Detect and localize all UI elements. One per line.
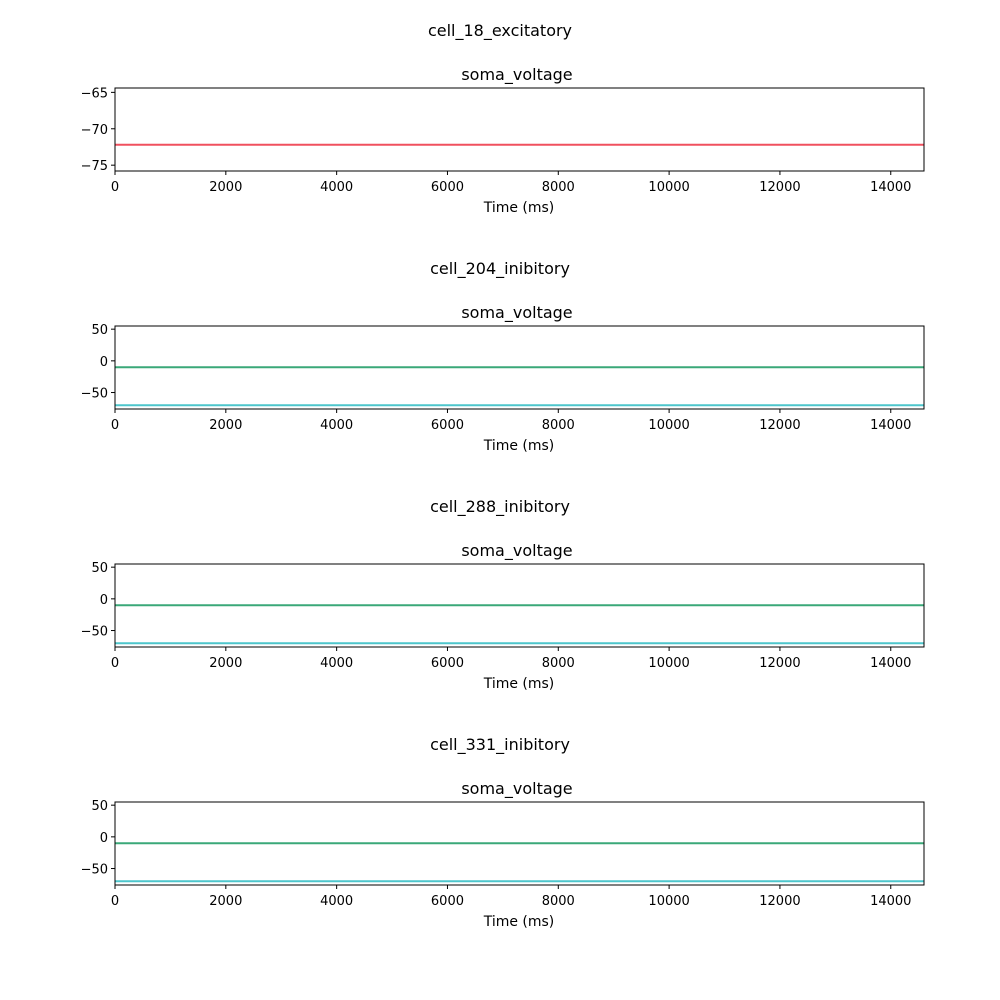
x-tick-label: 2000 (209, 894, 242, 909)
x-tick-label: 4000 (320, 656, 353, 671)
x-tick-label: 8000 (542, 418, 575, 433)
x-tick-label: 14000 (870, 180, 911, 195)
y-tick-label: −70 (81, 123, 108, 138)
y-tick-label: 0 (100, 831, 108, 846)
axes-frame (114, 801, 925, 886)
chart-title: soma_voltage (461, 65, 572, 85)
y-tick-label: 0 (100, 355, 108, 370)
y-tick-label: 50 (91, 561, 108, 576)
x-tick-label: 6000 (431, 418, 464, 433)
x-tick-label: 8000 (542, 656, 575, 671)
x-axis-label: Time (ms) (483, 676, 555, 692)
x-tick-label: 10000 (648, 656, 689, 671)
y-tick-label: 0 (100, 593, 108, 608)
x-tick-label: 0 (111, 656, 119, 671)
x-tick-label: 10000 (648, 180, 689, 195)
chart-title: soma_voltage (461, 303, 572, 323)
chart-suptitle: cell_331_inibitory (430, 735, 570, 755)
y-tick-label: 50 (91, 323, 108, 338)
y-tick-label: −65 (81, 86, 108, 101)
chart-suptitle: cell_18_excitatory (428, 21, 572, 41)
x-tick-label: 8000 (542, 894, 575, 909)
x-tick-label: 0 (111, 180, 119, 195)
x-tick-label: 14000 (870, 418, 911, 433)
y-tick-label: −75 (81, 159, 108, 174)
x-tick-label: 4000 (320, 894, 353, 909)
chart-title: soma_voltage (461, 541, 572, 561)
x-tick-label: 0 (111, 894, 119, 909)
x-tick-label: 12000 (759, 418, 800, 433)
x-tick-label: 12000 (759, 656, 800, 671)
y-tick-label: −50 (81, 625, 108, 640)
x-tick-label: 2000 (209, 180, 242, 195)
x-axis-label: Time (ms) (483, 914, 555, 930)
axes-frame (114, 87, 925, 172)
x-tick-label: 10000 (648, 894, 689, 909)
x-tick-label: 2000 (209, 656, 242, 671)
chart-suptitle: cell_288_inibitory (430, 497, 570, 517)
chart-title: soma_voltage (461, 779, 572, 799)
y-tick-label: 50 (91, 799, 108, 814)
y-tick-label: −50 (81, 387, 108, 402)
y-tick-label: −50 (81, 863, 108, 878)
x-tick-label: 14000 (870, 894, 911, 909)
x-tick-label: 14000 (870, 656, 911, 671)
x-tick-label: 6000 (431, 180, 464, 195)
x-tick-label: 4000 (320, 418, 353, 433)
x-tick-label: 12000 (759, 180, 800, 195)
x-tick-label: 12000 (759, 894, 800, 909)
x-tick-label: 6000 (431, 894, 464, 909)
axes-frame (114, 325, 925, 410)
x-axis-label: Time (ms) (483, 438, 555, 454)
x-tick-label: 6000 (431, 656, 464, 671)
x-tick-label: 10000 (648, 418, 689, 433)
x-tick-label: 4000 (320, 180, 353, 195)
chart-suptitle: cell_204_inibitory (430, 259, 570, 279)
x-axis-label: Time (ms) (483, 200, 555, 216)
x-tick-label: 0 (111, 418, 119, 433)
x-tick-label: 2000 (209, 418, 242, 433)
x-tick-label: 8000 (542, 180, 575, 195)
axes-frame (114, 563, 925, 648)
